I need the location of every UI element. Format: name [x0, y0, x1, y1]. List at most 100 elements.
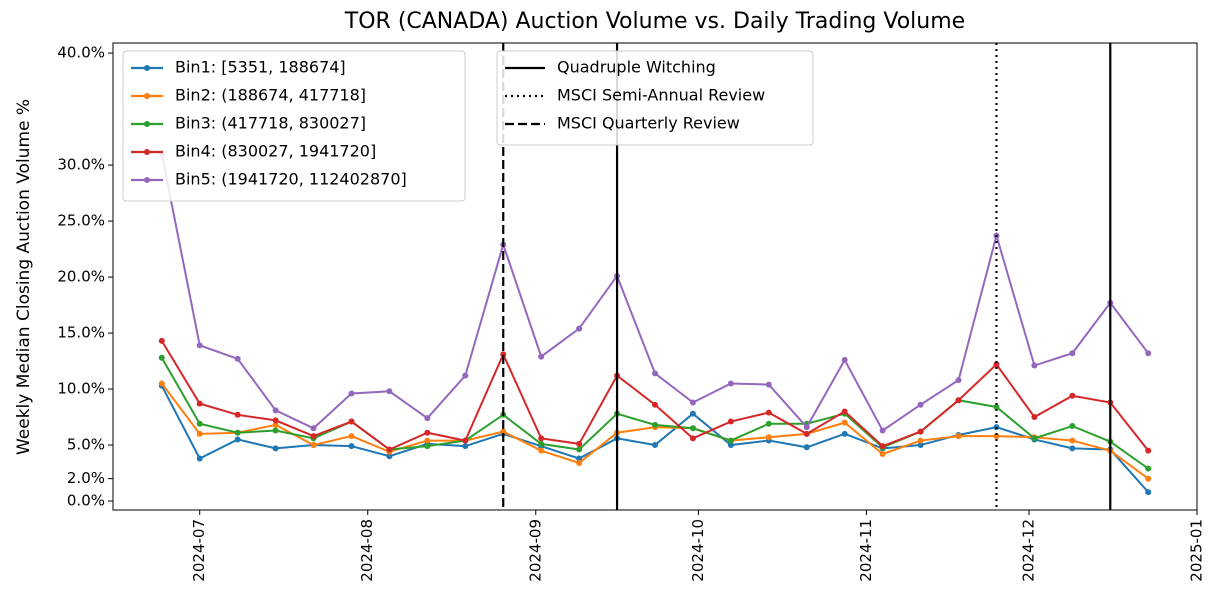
series-marker [993, 403, 1000, 410]
series-marker [576, 440, 583, 447]
series-marker [310, 442, 317, 449]
x-tick-label: 2024-08 [358, 519, 376, 582]
x-tick-label: 2025-01 [1188, 519, 1206, 582]
series-marker [955, 397, 962, 404]
series-marker [652, 401, 658, 408]
y-tick-label: 10.0% [57, 380, 105, 398]
series-marker [538, 353, 545, 360]
y-axis-label: Weekly Median Closing Auction Volume % [14, 99, 34, 455]
series-marker [386, 446, 393, 453]
series-marker [576, 459, 583, 466]
series-marker [158, 337, 165, 344]
series-marker [1069, 392, 1076, 399]
legend-label: MSCI Semi-Annual Review [557, 86, 765, 105]
series-marker [1031, 435, 1038, 442]
legend-marker [144, 149, 150, 155]
series-marker [424, 415, 431, 422]
series-marker [765, 420, 772, 427]
series-marker [917, 437, 924, 444]
x-tick-label: 2024-07 [190, 519, 208, 582]
series-marker [348, 418, 355, 425]
series-marker [727, 442, 734, 449]
series-marker [348, 390, 355, 397]
series-line [160, 382, 1149, 480]
legend-marker [144, 65, 150, 71]
series-marker [803, 430, 810, 437]
series-marker [1069, 423, 1076, 430]
series-marker [917, 401, 924, 408]
series-marker [424, 443, 431, 450]
series-marker [348, 433, 355, 440]
series-marker [196, 430, 203, 437]
series-marker [879, 451, 886, 458]
y-tick-label: 5.0% [67, 436, 105, 454]
legend-label: Bin3: (417718, 830027] [175, 114, 366, 133]
y-tick-label: 25.0% [57, 212, 105, 230]
series-marker [652, 421, 658, 428]
series-marker [196, 400, 203, 407]
legend-label: Bin5: (1941720, 112402870] [175, 170, 407, 189]
legend-box [122, 50, 466, 202]
series-marker [234, 436, 241, 443]
series-marker [500, 428, 507, 435]
series-marker [196, 455, 203, 462]
series-marker [272, 445, 279, 452]
x-tick-label: 2024-09 [526, 519, 544, 582]
series-marker [803, 424, 810, 431]
legend-label: Bin4: (830027, 1941720] [175, 142, 376, 161]
series-marker [158, 354, 165, 361]
series-marker [765, 409, 772, 416]
series-marker [272, 427, 279, 434]
series-marker [1145, 350, 1152, 357]
series-marker [1069, 350, 1076, 357]
x-tick-label: 2024-11 [857, 519, 875, 582]
series-marker [765, 381, 772, 388]
series-marker [234, 429, 241, 436]
series-marker [1145, 475, 1152, 482]
series-marker [310, 425, 317, 432]
series-marker [348, 443, 355, 450]
x-tick-label: 2024-12 [1019, 519, 1037, 582]
series-marker [272, 417, 279, 424]
series-marker [1031, 362, 1038, 369]
y-tick-label: 20.0% [57, 268, 105, 286]
series-marker [727, 418, 734, 425]
series-marker [803, 444, 810, 451]
series-marker [1145, 489, 1152, 496]
series-marker [424, 429, 431, 436]
legend-box [496, 50, 814, 146]
series-marker [1069, 437, 1076, 444]
series-marker [576, 446, 583, 453]
series-marker [1031, 414, 1038, 421]
legend-label: Quadruple Witching [557, 58, 716, 77]
series-marker [424, 437, 431, 444]
series-marker [196, 420, 203, 427]
y-tick-label: 0.0% [67, 492, 105, 510]
series-marker [993, 433, 1000, 440]
series-marker [538, 440, 545, 447]
series-marker [1145, 465, 1152, 472]
series-marker [955, 377, 962, 384]
series-marker [652, 442, 658, 449]
series-marker [272, 407, 279, 414]
series-marker [1145, 447, 1152, 454]
series-marker [689, 435, 696, 442]
series-marker [955, 433, 962, 440]
series-marker [386, 388, 393, 395]
series-marker [727, 380, 734, 387]
series-marker [689, 399, 696, 406]
series-marker [993, 361, 1000, 368]
legend-label: Bin1: [5351, 188674] [175, 58, 346, 77]
series-marker [462, 437, 469, 444]
series-marker [841, 408, 848, 415]
series-marker [576, 455, 583, 462]
series-line [160, 340, 1150, 452]
series-marker [727, 437, 734, 444]
y-tick-label: 30.0% [57, 156, 105, 174]
series-marker [576, 325, 583, 332]
series-marker [765, 434, 772, 441]
legend-marker [144, 177, 150, 183]
series-marker [272, 421, 279, 428]
